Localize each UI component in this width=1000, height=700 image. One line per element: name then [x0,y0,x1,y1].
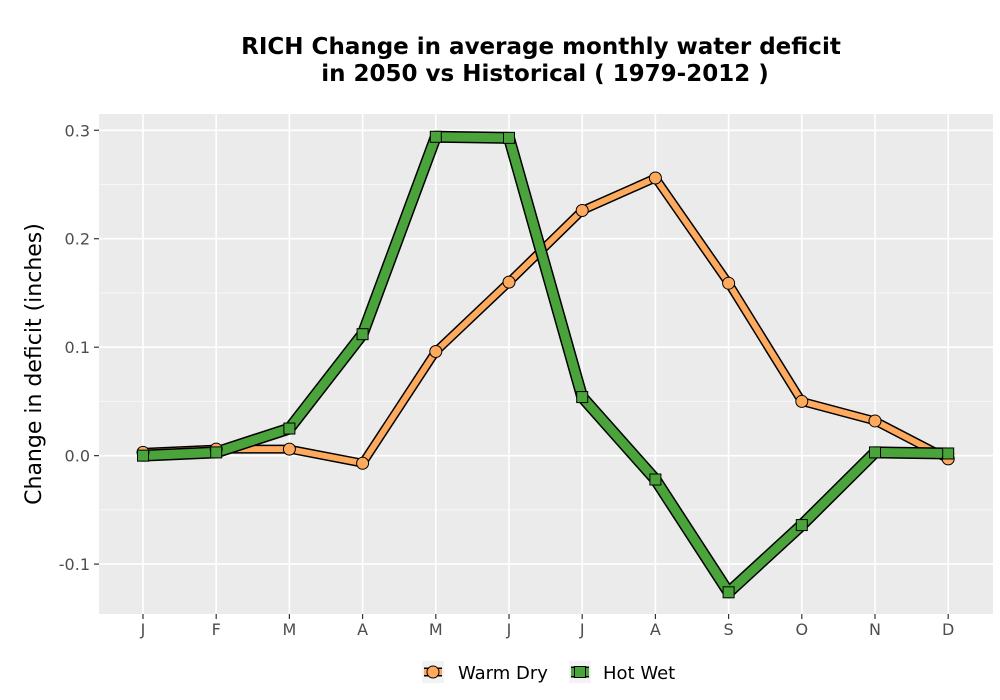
data-point [502,275,516,289]
data-point [576,391,589,404]
x-tick-label: M [282,620,296,639]
data-point [649,473,662,486]
data-point [795,394,809,408]
x-tick-label: N [869,620,881,639]
y-tick-label: 0.0 [65,447,90,466]
data-point [722,586,735,599]
y-axis: -0.1 0.0 0.1 0.2 0.3 [59,121,99,574]
y-tick-label: -0.1 [59,555,90,574]
y-tick-label: 0.3 [65,121,90,140]
grid [99,114,993,614]
x-tick-label: F [212,620,221,639]
x-tick-label: J [579,620,585,639]
data-point [283,422,296,435]
x-tick-label: J [506,620,512,639]
data-point [869,446,881,459]
legend-label: Hot Wet [603,663,675,684]
data-point [356,328,369,341]
data-point [429,345,443,359]
data-point [503,131,515,144]
y-axis-label: Change in deficit (inches) [22,223,47,505]
chart-title-line-2: in 2050 vs Historical ( 1979-2012 ) [321,61,768,87]
series-line [138,132,953,597]
series-layer [136,130,955,599]
data-point [282,442,296,456]
x-tick-label: J [140,620,146,639]
x-tick-label: A [357,620,368,639]
data-point [942,447,955,460]
x-tick-label: A [650,620,661,639]
chart-title-line-1: RICH Change in average monthly water def… [241,34,841,60]
legend-label: Warm Dry [458,663,548,684]
data-point [648,171,662,185]
legend: Warm Dry Hot Wet [422,661,675,684]
x-tick-label: S [724,620,734,639]
plot-panel [99,114,993,614]
data-point [795,519,808,532]
x-tick-label: D [942,620,954,639]
data-point [429,130,442,143]
data-point [210,446,223,459]
x-tick-label: M [429,620,443,639]
data-point [868,414,882,428]
y-tick-label: 0.2 [65,230,90,249]
legend-key-marker [426,665,440,679]
data-point [137,449,149,462]
data-point [575,204,589,218]
legend-item: Hot Wet [569,661,675,684]
y-tick-label: 0.1 [65,338,90,357]
data-point [722,276,736,290]
x-tick-label: O [796,620,809,639]
legend-item: Warm Dry [422,661,548,684]
legend-key-marker [574,666,586,678]
data-point [356,456,370,470]
